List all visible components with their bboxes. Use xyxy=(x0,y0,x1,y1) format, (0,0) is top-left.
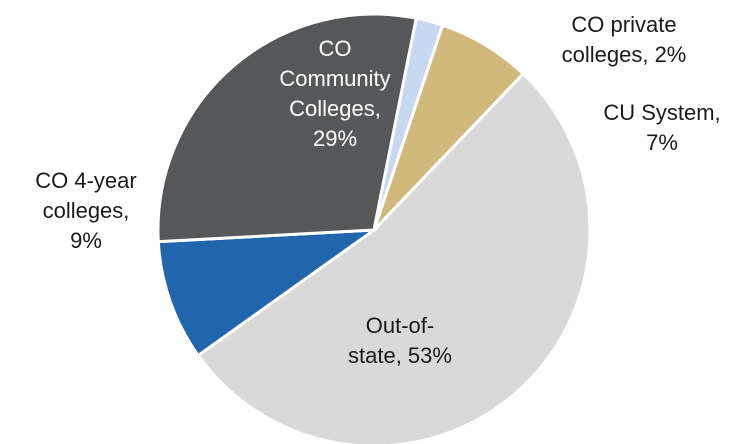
data-label-line: CU System, xyxy=(603,100,720,125)
data-label-out-of-state: Out-of-state, 53% xyxy=(348,313,452,368)
data-label-line: colleges, 2% xyxy=(562,42,687,67)
data-label-co-4-year-colleges: CO 4-year colleges, 9% xyxy=(35,168,136,253)
data-label-co-private-colleges: CO private colleges, 2% xyxy=(562,12,687,67)
data-label-line: Out-of- xyxy=(366,313,434,338)
data-label-line: state, 53% xyxy=(348,343,452,368)
data-label-line: CO 4-year xyxy=(35,168,136,193)
data-label-line: 29% xyxy=(313,126,357,151)
data-label-line: Community xyxy=(279,66,390,91)
data-label-line: CO xyxy=(319,36,352,61)
data-label-line: 7% xyxy=(646,130,678,155)
data-label-line: Colleges, xyxy=(289,96,381,121)
data-label-line: 9% xyxy=(70,228,102,253)
pie-slice-co-4-year-colleges xyxy=(156,228,380,358)
pie-slice-co-community-colleges xyxy=(156,12,419,244)
data-label-co-community-colleges: CO Community Colleges, 29% xyxy=(279,36,390,151)
data-label-line: colleges, xyxy=(43,198,130,223)
data-label-line: CO private xyxy=(571,12,676,37)
pie-slice-out-of-state xyxy=(196,71,592,444)
pie-slice-co-private-colleges xyxy=(372,16,445,231)
data-label-cu-system: CU System, 7% xyxy=(603,100,720,155)
